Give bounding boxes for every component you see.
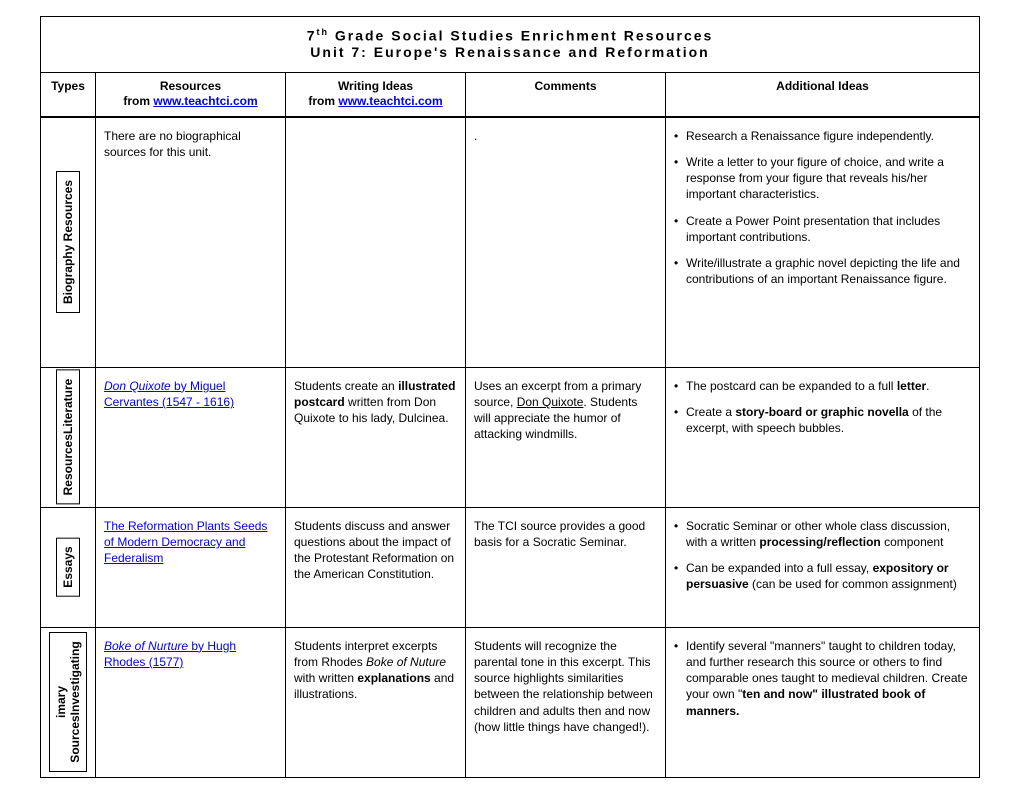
comments-cell: Uses an excerpt from a primary source, D… xyxy=(465,368,665,507)
resources-cell: There are no biographical sources for th… xyxy=(95,118,285,367)
resource-link[interactable]: Don Quixote by Miguel Cervantes (1547 - … xyxy=(104,379,234,409)
header-types: Types xyxy=(41,73,95,116)
list-item: The postcard can be expanded to a full l… xyxy=(674,378,971,394)
header-resources-link[interactable]: www.teachtci.com xyxy=(153,94,257,108)
list-item: Research a Renaissance figure independen… xyxy=(674,128,971,144)
resources-cell: Don Quixote by Miguel Cervantes (1547 - … xyxy=(95,368,285,507)
ideas-list: Socratic Seminar or other whole class di… xyxy=(674,518,971,593)
type-cell: Biography Resources xyxy=(41,118,95,367)
header-writing-from: from xyxy=(308,94,338,108)
idea-bold: processing/reflection xyxy=(759,535,880,549)
table-row: Essays The Reformation Plants Seeds of M… xyxy=(41,507,979,627)
type-cell: Essays xyxy=(41,508,95,627)
writing-mid: with written xyxy=(294,671,357,685)
idea-pre: Create a xyxy=(686,405,735,419)
header-writing: Writing Ideas from www.teachtci.com xyxy=(285,73,465,116)
comments-cell: Students will recognize the parental ton… xyxy=(465,628,665,777)
title-line-1: 7th Grade Social Studies Enrichment Reso… xyxy=(49,27,971,44)
table-row: ResourcesLiterature Don Quixote by Migue… xyxy=(41,367,979,507)
header-resources-label: Resources xyxy=(160,79,221,93)
row-type-label: Essays xyxy=(56,538,80,597)
resource-text: There are no biographical sources for th… xyxy=(104,129,241,159)
list-item: Write/illustrate a graphic novel depicti… xyxy=(674,255,971,287)
writing-pre: Students create an xyxy=(294,379,398,393)
header-resources: Resources from www.teachtci.com xyxy=(95,73,285,116)
idea-bold: story-board or graphic novella xyxy=(735,405,908,419)
header-writing-link[interactable]: www.teachtci.com xyxy=(338,94,442,108)
title-post: Grade Social Studies Enrichment Resource… xyxy=(329,28,713,44)
comments-cell: . xyxy=(465,118,665,367)
writing-bold: explanations xyxy=(357,671,430,685)
idea-pre: The postcard can be expanded to a full xyxy=(686,379,897,393)
ideas-list: Identify several "manners" taught to chi… xyxy=(674,638,971,719)
idea-bold: letter xyxy=(897,379,926,393)
comments-cell: The TCI source provides a good basis for… xyxy=(465,508,665,627)
ideas-list: The postcard can be expanded to a full l… xyxy=(674,378,971,437)
document-frame: 7th Grade Social Studies Enrichment Reso… xyxy=(40,16,980,778)
list-item: Create a Power Point presentation that i… xyxy=(674,213,971,245)
ideas-list: Research a Renaissance figure independen… xyxy=(674,128,971,288)
list-item: Socratic Seminar or other whole class di… xyxy=(674,518,971,550)
title-sup: th xyxy=(316,27,329,37)
writing-cell: Students interpret excerpts from Rhodes … xyxy=(285,628,465,777)
ideas-cell: Identify several "manners" taught to chi… xyxy=(665,628,979,777)
idea-post: component xyxy=(881,535,944,549)
idea-post: (can be used for common assignment) xyxy=(749,577,957,591)
header-writing-label: Writing Ideas xyxy=(338,79,413,93)
type-cell: ResourcesLiterature xyxy=(41,368,95,507)
ideas-cell: The postcard can be expanded to a full l… xyxy=(665,368,979,507)
resource-link[interactable]: The Reformation Plants Seeds of Modern D… xyxy=(104,519,267,565)
header-comments: Comments xyxy=(465,73,665,116)
row-type-label: ResourcesLiterature xyxy=(56,370,80,505)
list-item: Identify several "manners" taught to chi… xyxy=(674,638,971,719)
ideas-cell: Socratic Seminar or other whole class di… xyxy=(665,508,979,627)
list-item: Create a story-board or graphic novella … xyxy=(674,404,971,436)
writing-cell: Students create an illustrated postcard … xyxy=(285,368,465,507)
header-additional: Additional Ideas xyxy=(665,73,979,116)
header-resources-from: from xyxy=(123,94,153,108)
idea-pre: Can be expanded into a full essay, xyxy=(686,561,873,575)
list-item: Can be expanded into a full essay, expos… xyxy=(674,560,971,592)
table-row: Biography Resources There are no biograp… xyxy=(41,117,979,367)
title-block: 7th Grade Social Studies Enrichment Reso… xyxy=(41,17,979,72)
resource-link-title: Don Quixote xyxy=(104,379,171,393)
row-type-label: Biography Resources xyxy=(56,171,80,313)
idea-post: . xyxy=(926,379,929,393)
type-cell: imary SourcesInvestigating xyxy=(41,628,95,777)
writing-cell: Students discuss and answer questions ab… xyxy=(285,508,465,627)
title-line-2: Unit 7: Europe's Renaissance and Reforma… xyxy=(49,44,971,60)
writing-ital: Boke of Nuture xyxy=(366,655,446,669)
ideas-cell: Research a Renaissance figure independen… xyxy=(665,118,979,367)
title-pre: 7 xyxy=(307,28,317,44)
resources-cell: Boke of Nurture by Hugh Rhodes (1577) xyxy=(95,628,285,777)
row-type-label: imary SourcesInvestigating xyxy=(49,632,87,772)
writing-cell xyxy=(285,118,465,367)
comments-underline: Don Quixote xyxy=(517,395,584,409)
resource-link[interactable]: Boke of Nurture by Hugh Rhodes (1577) xyxy=(104,639,236,669)
resource-link-title: Boke of Nurture xyxy=(104,639,188,653)
resources-cell: The Reformation Plants Seeds of Modern D… xyxy=(95,508,285,627)
table-header: Types Resources from www.teachtci.com Wr… xyxy=(41,72,979,117)
table-row: imary SourcesInvestigating Boke of Nurtu… xyxy=(41,627,979,777)
list-item: Write a letter to your figure of choice,… xyxy=(674,154,971,203)
